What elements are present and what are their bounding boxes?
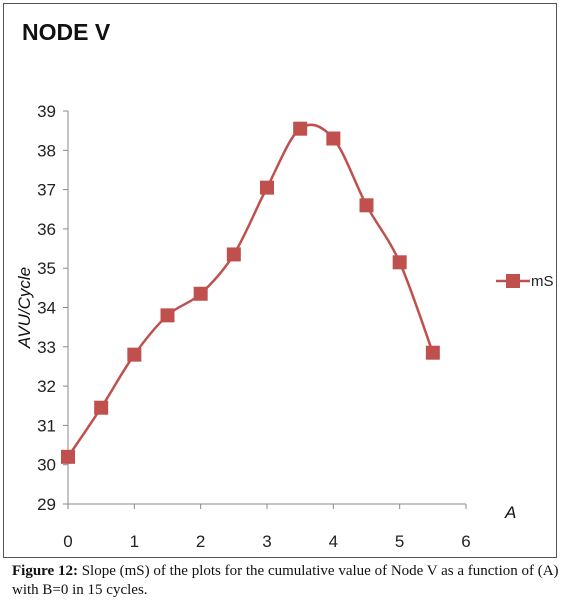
- series-line: [66, 123, 435, 458]
- y-tick-label: 38: [37, 141, 56, 160]
- data-point: [293, 121, 308, 136]
- x-tick-label: 2: [196, 532, 205, 551]
- y-tick-label: 39: [37, 102, 56, 121]
- legend-marker: [506, 274, 520, 288]
- x-tick-label: 4: [329, 532, 338, 551]
- x-tick-label: 0: [63, 532, 72, 551]
- x-ticks: 0 1 2 3 4 5 6: [63, 504, 471, 551]
- data-point: [160, 308, 175, 323]
- x-tick-label: 3: [262, 532, 271, 551]
- y-tick-label: 31: [37, 416, 56, 435]
- data-point: [61, 449, 75, 464]
- chart-title: NODE V: [22, 19, 111, 45]
- caption-label: Figure 12:: [12, 563, 78, 579]
- figure-caption: Figure 12: Slope (mS) of the plots for t…: [12, 562, 560, 600]
- y-tick-label: 30: [37, 456, 56, 475]
- data-point: [193, 286, 208, 301]
- series-group: [61, 121, 440, 464]
- legend: mS: [496, 273, 554, 290]
- chart-frame: [3, 3, 557, 558]
- data-point: [326, 131, 341, 146]
- data-point: [392, 255, 407, 270]
- y-ticks: 29 30 31 32 33 34 35 36 37 38 39: [37, 102, 68, 514]
- data-point: [127, 347, 142, 362]
- y-tick-label: 34: [37, 299, 56, 318]
- x-tick-label: 1: [130, 532, 139, 551]
- y-tick-label: 29: [37, 495, 56, 514]
- y-axis-label: AVU/Cycle: [15, 267, 34, 349]
- data-point: [226, 247, 241, 262]
- y-tick-label: 32: [37, 377, 56, 396]
- data-point: [260, 180, 274, 195]
- x-axis-label: A: [504, 503, 516, 522]
- x-tick-label: 5: [395, 532, 404, 551]
- data-point: [425, 345, 440, 360]
- caption-text: Slope (mS) of the plots for the cumulati…: [12, 563, 559, 598]
- y-tick-label: 37: [37, 181, 56, 200]
- data-point: [359, 198, 374, 213]
- legend-label: mS: [531, 273, 554, 290]
- y-tick-label: 35: [37, 259, 56, 278]
- y-tick-label: 36: [37, 220, 56, 239]
- x-tick-label: 6: [461, 532, 470, 551]
- y-tick-label: 33: [37, 338, 56, 357]
- data-point: [94, 400, 109, 415]
